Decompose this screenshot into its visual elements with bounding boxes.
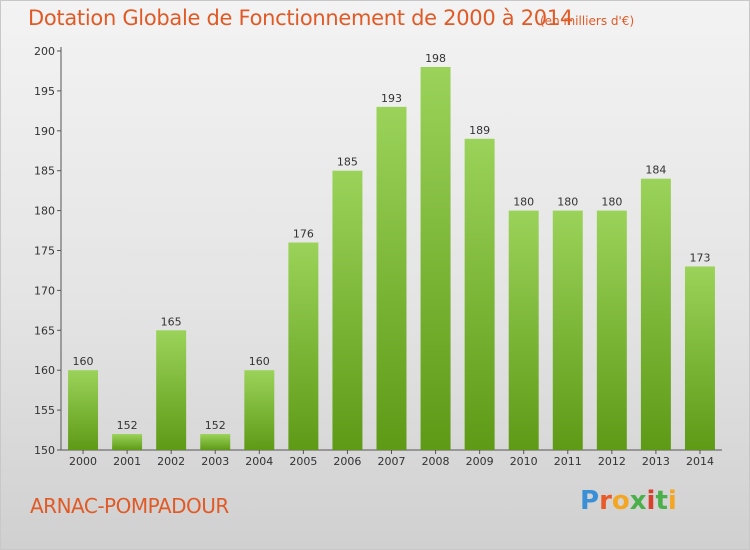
data-label: 176 (293, 228, 314, 241)
value-labels: 160 152 165 152 160 176 185 193 198 189 180 180 180 1… (73, 52, 711, 432)
y-tick-label: 165 (34, 324, 55, 337)
y-axis: 150 155 160 165 170 175 180 185 190 195 200 (34, 45, 62, 457)
x-tick-label: 2001 (113, 455, 141, 468)
y-tick-label: 155 (34, 404, 55, 417)
bar (244, 370, 275, 450)
data-label: 184 (645, 164, 666, 177)
x-tick-label: 2014 (686, 455, 714, 468)
bar (596, 210, 627, 450)
y-tick-label: 160 (34, 364, 55, 377)
x-tick-label: 2010 (510, 455, 538, 468)
x-tick-label: 2003 (201, 455, 229, 468)
y-tick-label: 190 (34, 125, 55, 138)
y-tick-label: 150 (34, 444, 55, 457)
chart-subtitle: (en milliers d'€) (540, 14, 635, 28)
data-label: 185 (337, 156, 358, 169)
bar (332, 170, 363, 450)
bar (420, 66, 451, 451)
x-tick-label: 2009 (466, 455, 494, 468)
y-tick-label: 180 (34, 205, 55, 218)
data-label: 152 (117, 419, 138, 432)
x-tick-label: 2004 (245, 455, 273, 468)
data-label: 165 (161, 315, 182, 328)
chart-title: Dotation Globale de Fonctionnement de 20… (28, 6, 573, 30)
x-tick-label: 2012 (598, 455, 626, 468)
bar (640, 178, 671, 450)
data-label: 173 (689, 251, 710, 264)
y-tick-label: 200 (34, 45, 55, 58)
y-tick-label: 185 (34, 165, 55, 178)
data-label: 152 (205, 419, 226, 432)
data-label: 189 (469, 124, 490, 137)
bars (68, 66, 715, 451)
bar (68, 370, 99, 450)
y-tick-label: 195 (34, 85, 55, 98)
data-label: 198 (425, 52, 446, 65)
y-tick-label: 170 (34, 284, 55, 297)
bar (684, 266, 715, 450)
bar (156, 330, 187, 450)
bar (508, 210, 539, 450)
x-tick-label: 2008 (422, 455, 450, 468)
x-tick-label: 2011 (554, 455, 582, 468)
commune-name: ARNAC-POMPADOUR (30, 494, 229, 518)
proxiti-logo[interactable]: Proxiti (580, 486, 677, 516)
x-axis: 2000 2001 2002 2003 2004 2005 2006 2007 2008 2009… (61, 449, 722, 468)
bar (376, 106, 407, 451)
bar (552, 210, 583, 450)
data-label: 193 (381, 92, 402, 105)
data-label: 160 (249, 355, 270, 368)
x-tick-label: 2000 (69, 455, 97, 468)
x-tick-label: 2013 (642, 455, 670, 468)
data-label: 180 (557, 196, 578, 209)
x-tick-label: 2007 (378, 455, 406, 468)
bar (200, 434, 231, 450)
data-label: 160 (73, 355, 94, 368)
bar (112, 434, 143, 450)
x-tick-label: 2005 (289, 455, 317, 468)
bar (464, 138, 495, 450)
bar (288, 242, 319, 450)
data-label: 180 (601, 196, 622, 209)
data-label: 180 (513, 196, 534, 209)
x-tick-label: 2002 (157, 455, 185, 468)
y-tick-label: 175 (34, 245, 55, 258)
x-tick-label: 2006 (333, 455, 361, 468)
